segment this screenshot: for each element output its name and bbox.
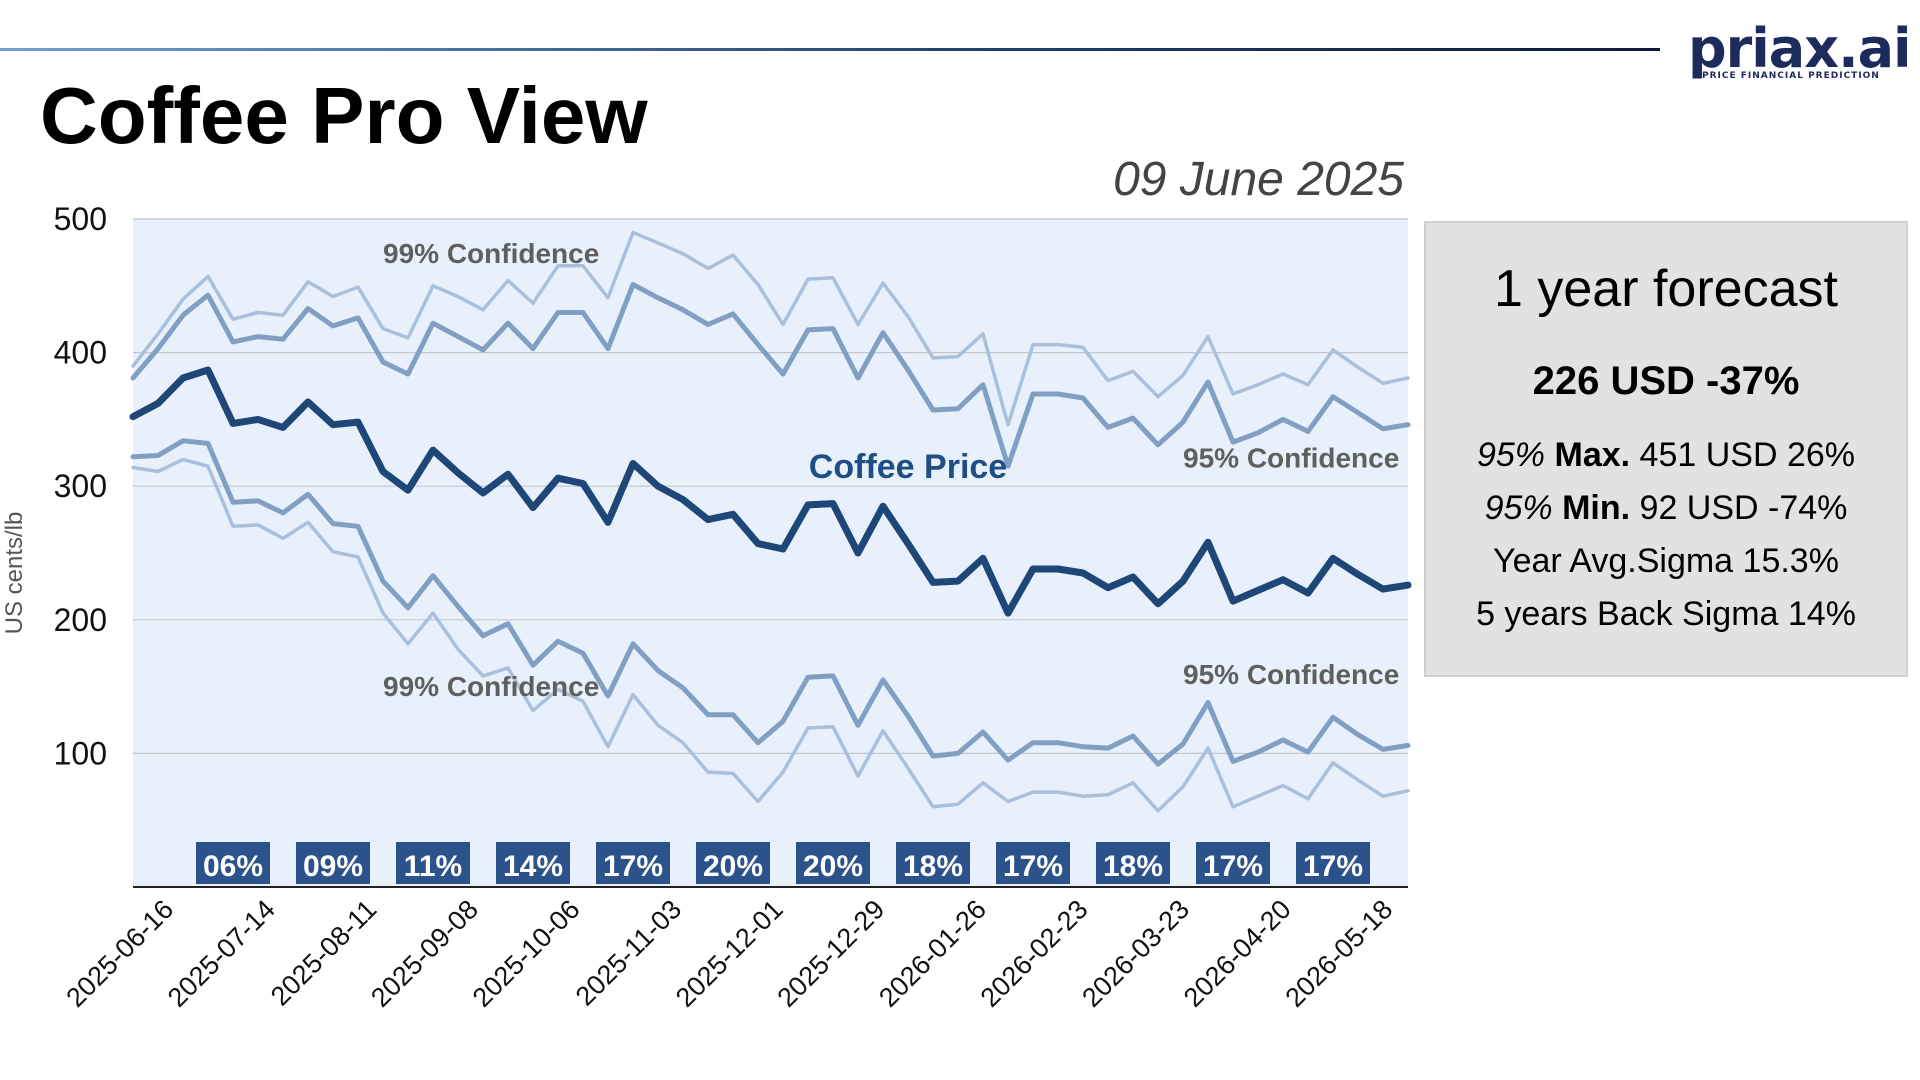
panel-main-value: 226 USD -37% [1532,359,1800,403]
x-tick-label: 2025-12-29 [772,894,891,1013]
x-tick-label: 2026-01-26 [873,894,992,1013]
sigma-badge-box [596,842,670,884]
x-tick-label: 2025-11-03 [570,894,687,1011]
x-tick-label: 2025-10-06 [467,894,586,1013]
row-value: 92 USD -74% [1639,489,1848,527]
forecast-chart: 100 200 300 400 500 US cents/lb 99% Confiden… [1,201,1412,1013]
sigma-badge: 20% [696,842,770,884]
sigma-badge: 11% [396,842,470,884]
sigma-badge: 20% [796,842,870,884]
price-series-label: Coffee Price [809,448,1007,486]
series-lines [129,230,1412,813]
panel-heading: 1 year forecast [1494,260,1838,318]
sigma-badge: 18% [1096,842,1170,884]
sigma-badge: 18% [896,842,970,884]
sigma-badge-label: 17% [1003,850,1063,883]
sigma-badge-box [696,842,770,884]
row-prefix: 95% [1476,436,1546,474]
x-tick-label: 2025-09-08 [365,894,484,1013]
series-line-price [129,366,1412,617]
sigma-badge: 09% [296,842,370,884]
y-tick-label: 100 [54,735,107,771]
sigma-badge: 06% [196,842,270,884]
sigma-badge-box [1096,842,1170,884]
x-tick-label: 2026-04-20 [1178,894,1297,1013]
sigma-badge-box [1196,842,1270,884]
y-tick-label: 200 [54,602,107,638]
sigma-badge-box [196,842,270,884]
forecast-panel: 1 year forecast 226 USD -37% 95% Max. 45… [1424,221,1908,677]
header-rule [0,48,1660,51]
confidence-label: 99% Confidence [383,238,599,269]
row-label: Max. [1554,436,1631,474]
x-tick-label: 2026-02-23 [975,894,1094,1013]
sigma-badge: 17% [996,842,1070,884]
series-line-lower99 [131,457,1410,813]
sigma-badge-label: 09% [303,850,363,883]
sigma-badge-label: 17% [603,850,663,883]
sigma-badge: 14% [496,842,570,884]
page-title: Coffee Pro View [40,71,648,160]
x-axis-ticks: 2025-06-162025-07-142025-08-112025-09-08… [60,894,1398,1013]
brand-logo[interactable]: priax.ai PRICE FINANCIAL PREDICTION [1688,16,1912,96]
y-tick-label: 400 [54,335,107,371]
x-tick-label: 2026-03-23 [1076,894,1195,1013]
y-axis-label: US cents/lb [1,512,28,635]
sigma-badges: 06% 09% 11% 14% 17% 20% 20% 18% 17% 18% 17% 17% [196,842,1370,884]
x-tick-label: 2025-06-16 [60,894,179,1013]
sigma-badge-label: 20% [703,850,763,883]
sigma-badge-label: 18% [903,850,963,883]
sigma-badge-box [296,842,370,884]
sigma-badge-box [396,842,470,884]
row-label: Min. [1562,489,1631,527]
y-tick-label: 300 [54,468,107,504]
series-line-upper95 [130,282,1411,469]
sigma-badge-box [1296,842,1370,884]
sigma-badge: 17% [1196,842,1270,884]
series-line-lower95 [130,438,1411,767]
confidence-label: 95% Confidence [1183,442,1399,473]
x-tick-label: 2025-12-01 [670,894,789,1013]
sigma-badge-label: 14% [503,850,563,883]
panel-row-max: 95% Max. 451 USD 26% [1426,435,1906,475]
sigma-badge-label: 17% [1303,850,1363,883]
logo-tagline: PRICE FINANCIAL PREDICTION [1702,71,1880,81]
sigma-badge-box [996,842,1070,884]
row-value: 451 USD 26% [1639,436,1856,474]
sigma-badge: 17% [596,842,670,884]
y-axis-ticks: 100 200 300 400 500 [54,201,107,771]
panel-row-back-sigma: 5 years Back Sigma 14% [1476,595,1856,633]
sigma-badge: 17% [1296,842,1370,884]
sigma-badge-label: 06% [203,850,263,883]
report-date: 09 June 2025 [1113,153,1404,206]
x-tick-label: 2025-07-14 [162,894,281,1013]
series-line-upper99 [131,230,1410,427]
x-tick-label: 2026-05-18 [1279,894,1398,1013]
sigma-badge-box [496,842,570,884]
panel-row-min: 95% Min. 92 USD -74% [1426,488,1906,528]
sigma-badge-label: 20% [803,850,863,883]
row-prefix: 95% [1484,489,1553,527]
confidence-label: 99% Confidence [383,671,599,702]
sigma-badge-label: 11% [404,850,462,883]
gridlines [133,218,1408,755]
confidence-label: 95% Confidence [1183,659,1399,690]
sigma-badge-label: 17% [1203,850,1263,883]
panel-row-year-sigma: Year Avg.Sigma 15.3% [1493,542,1839,580]
sigma-badge-box [796,842,870,884]
y-tick-label: 500 [54,201,107,237]
x-tick-label: 2025-08-11 [265,894,382,1011]
annotations: 99% Confidence 95% Confidence Coffee Price… [383,238,1399,702]
logo-wordmark: priax.ai [1688,17,1912,80]
sigma-badge-box [896,842,970,884]
sigma-badge-label: 18% [1103,850,1163,883]
